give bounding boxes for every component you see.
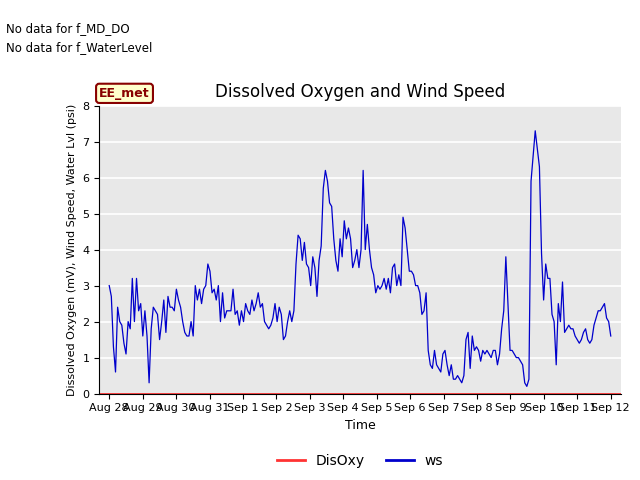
Text: No data for f_MD_DO: No data for f_MD_DO (6, 22, 130, 35)
ws (523, 384, 531, 389)
ws (531, 128, 539, 133)
ws (437, 369, 445, 375)
ws (275, 304, 283, 310)
Text: EE_met: EE_met (99, 87, 150, 100)
DisOxy (106, 391, 113, 396)
ws (607, 333, 614, 339)
Title: Dissolved Oxygen and Wind Speed: Dissolved Oxygen and Wind Speed (215, 83, 505, 101)
ws (126, 326, 134, 332)
ws (185, 333, 193, 339)
Text: No data for f_WaterLevel: No data for f_WaterLevel (6, 41, 153, 54)
X-axis label: Time: Time (344, 419, 376, 432)
Legend: DisOxy, ws: DisOxy, ws (271, 448, 449, 473)
Line: ws: ws (109, 131, 611, 386)
DisOxy (139, 391, 147, 396)
ws (106, 283, 113, 288)
Y-axis label: Dissolved Oxygen (mV), Wind Speed, Water Lvl (psi): Dissolved Oxygen (mV), Wind Speed, Water… (67, 104, 77, 396)
ws (139, 333, 147, 339)
ws (575, 340, 583, 346)
